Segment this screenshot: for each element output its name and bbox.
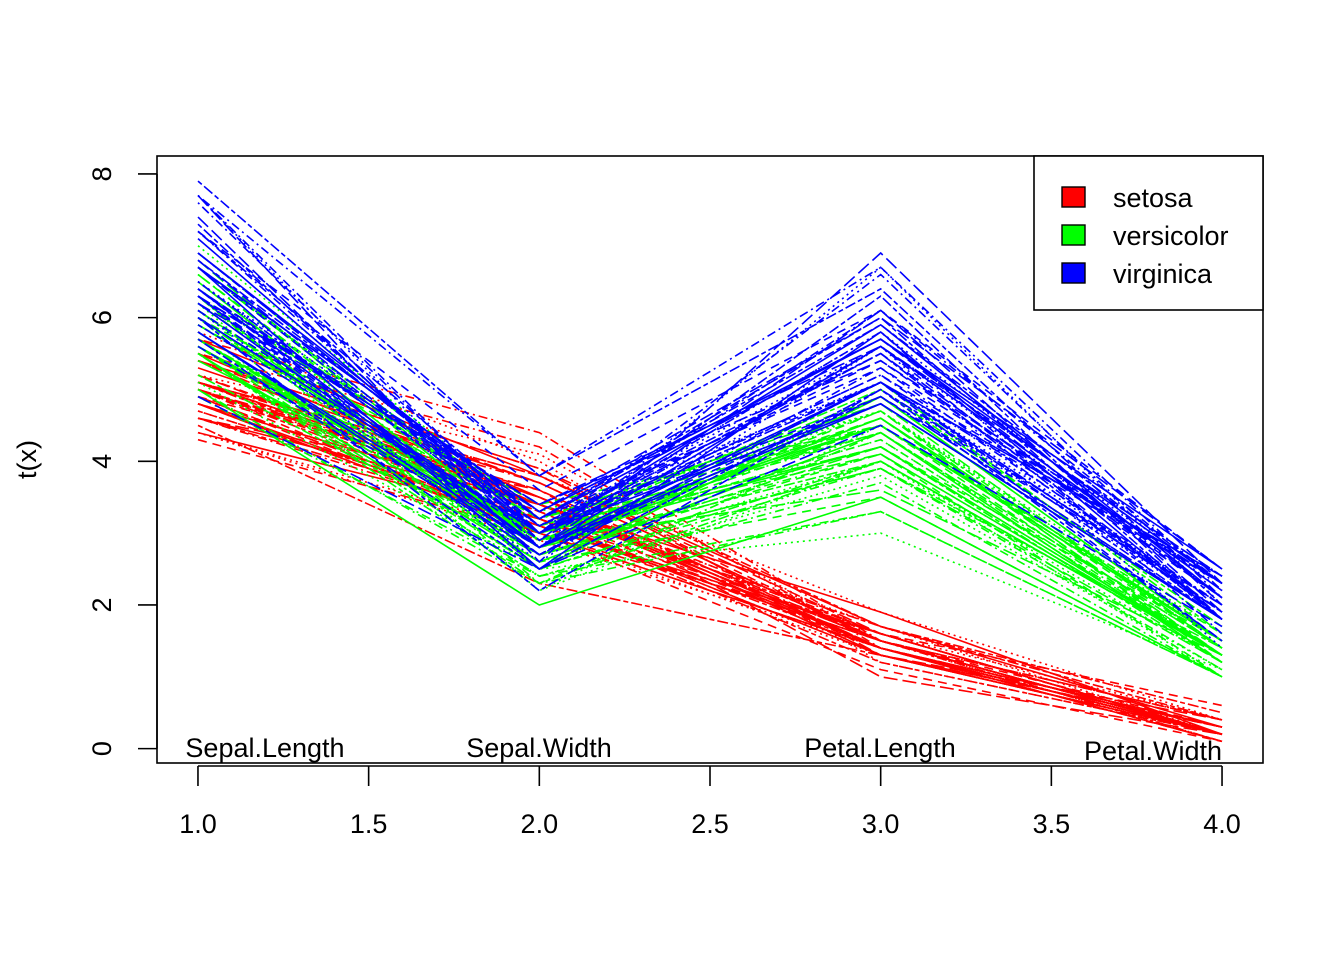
legend-swatch-versicolor	[1061, 224, 1086, 246]
series-line-virginica	[197, 288, 1223, 592]
series-line-virginica	[197, 324, 1223, 620]
legend-label-virginica: virginica	[1113, 259, 1213, 289]
series-line-versicolor	[197, 352, 1223, 656]
series-line-setosa	[197, 403, 1223, 736]
series-line-versicolor	[197, 388, 1223, 678]
legend-swatch-setosa	[1061, 186, 1086, 208]
series-line-virginica	[197, 259, 1223, 599]
series-line-virginica	[197, 266, 1223, 585]
y-tick-label: 2	[87, 597, 117, 612]
series-line-virginica	[197, 395, 1223, 628]
series-line-virginica	[197, 194, 1223, 584]
y-axis: 0 2 4 6 8	[87, 166, 158, 756]
series-line-versicolor	[197, 302, 1223, 656]
series-line-setosa	[197, 381, 1223, 721]
x-tick-label: 1.0	[179, 809, 217, 839]
series-line-virginica	[197, 180, 1223, 606]
variable-label: Sepal.Length	[185, 733, 344, 763]
x-tick-label: 3.5	[1033, 809, 1071, 839]
series-line-setosa	[197, 424, 1223, 728]
x-axis: 1.0 1.5 2.0 2.5 3.0 3.5 4.0	[179, 765, 1241, 839]
x-tick-label: 2.5	[691, 809, 729, 839]
series-line-virginica	[197, 194, 1223, 592]
series-line-virginica	[197, 202, 1223, 599]
y-tick-label: 4	[87, 454, 117, 469]
series-line-virginica	[197, 331, 1223, 613]
series-line-setosa	[197, 388, 1223, 707]
series-line-setosa	[197, 338, 1223, 728]
series-line-virginica	[197, 316, 1223, 642]
series-line-virginica	[197, 216, 1223, 613]
y-tick-label: 0	[87, 741, 117, 756]
variable-labels: Sepal.Length Sepal.Width Petal.Length Petal…	[185, 733, 1222, 766]
variable-label: Petal.Width	[1084, 736, 1222, 766]
series-line-virginica	[197, 302, 1223, 585]
series-line-virginica	[197, 288, 1223, 585]
series-line-virginica	[197, 194, 1223, 585]
series-line-virginica	[197, 345, 1223, 606]
series-line-virginica	[197, 230, 1223, 570]
legend-label-setosa: setosa	[1113, 183, 1194, 213]
variable-label: Sepal.Width	[466, 733, 612, 763]
series-line-versicolor	[197, 395, 1223, 678]
legend-label-versicolor: versicolor	[1113, 221, 1229, 251]
x-tick-label: 3.0	[862, 809, 900, 839]
legend: setosa versicolor virginica	[1033, 155, 1264, 311]
x-tick-label: 4.0	[1203, 809, 1241, 839]
series-line-virginica	[197, 295, 1223, 642]
legend-swatch-virginica	[1061, 262, 1086, 284]
y-tick-label: 6	[87, 310, 117, 325]
series-line-setosa	[197, 431, 1223, 736]
y-axis-title: t(x)	[12, 440, 42, 479]
series-line-versicolor	[197, 309, 1223, 664]
x-tick-label: 2.0	[521, 809, 559, 839]
series-layer	[197, 180, 1223, 743]
series-line-virginica	[197, 266, 1223, 570]
variable-label: Petal.Length	[804, 733, 956, 763]
series-line-virginica	[197, 288, 1223, 620]
y-tick-label: 8	[87, 166, 117, 181]
series-line-versicolor	[197, 352, 1223, 664]
series-line-versicolor	[197, 352, 1223, 678]
x-tick-label: 1.5	[350, 809, 388, 839]
